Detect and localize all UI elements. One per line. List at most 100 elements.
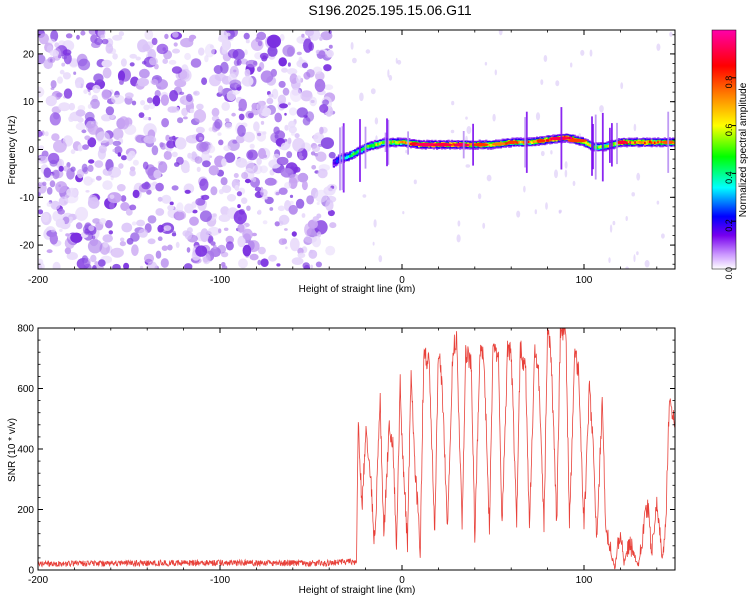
snr-y-tick-label: 0 [28,566,34,577]
heatmap-noise-speckle [112,149,115,152]
heatmap-noise-speckle [208,165,219,176]
heatmap-noise-speckle [202,160,211,168]
heatmap-noise-speckle [238,258,248,269]
heatmap-noise-speckle [82,144,89,150]
snr-x-tick-label: 0 [399,575,405,586]
heatmap-noise-speckle [243,131,255,143]
heatmap-noise-speckle [257,246,266,255]
heatmap-ridge-cell [650,141,653,145]
heatmap-noise-speckle [142,161,149,170]
heatmap-noise-speckle [210,241,216,246]
heatmap-ridge-cell [588,143,591,147]
heatmap-noise-speckle [163,225,172,232]
heatmap-noise-speckle [287,68,298,75]
heatmap-ridge-cell [403,140,406,144]
heatmap-faint-speckle [669,31,673,37]
heatmap-faint-speckle [365,49,371,54]
heatmap-ridge-cell [404,141,408,145]
heatmap-ridge-cell [634,141,637,144]
heatmap-ridge-cell [375,143,378,146]
heatmap-noise-speckle [161,245,168,251]
heatmap-noise-speckle [213,65,223,74]
heatmap-noise-speckle [151,37,158,46]
heatmap-noise-speckle [311,165,317,170]
heatmap-noise-speckle [184,189,191,194]
heatmap-noise-speckle [138,228,148,238]
heatmap-noise-speckle [262,107,272,116]
heatmap-faint-speckle [631,192,635,197]
heatmap-ridge-cell [391,140,394,144]
heatmap-noise-speckle [68,102,76,111]
heatmap-noise-speckle [83,176,93,186]
heatmap-faint-speckle [608,257,611,263]
heatmap-ridge-cell [400,140,403,144]
heatmap-noise-speckle [245,110,254,119]
heatmap-ridge-streak [524,117,527,168]
heatmap-ridge-cell [673,141,675,144]
heatmap-faint-speckle [564,169,568,178]
heatmap-faint-speckle [465,116,468,120]
heatmap-ridge-cell [657,140,660,144]
heatmap-noise-speckle [160,258,169,268]
heatmap-noise-speckle [291,132,295,136]
heatmap-noise-speckle [175,137,187,150]
heatmap-noise-speckle [88,194,98,205]
heatmap-noise-speckle [62,72,71,80]
heatmap-noise-speckle [125,208,133,216]
heatmap-ridge-peak [616,140,628,145]
heatmap-x-axis-label: Height of straight line (km) [299,284,416,295]
heatmap-noise-speckle [245,39,250,44]
heatmap-noise-speckle [196,166,201,172]
heatmap-noise-speckle [308,41,315,51]
heatmap-noise-speckle [264,196,268,200]
heatmap-noise-speckle [112,128,124,140]
heatmap-noise-speckle [109,194,115,200]
heatmap-noise-speckle [186,93,193,102]
heatmap-noise-speckle [55,218,65,228]
heatmap-noise-speckle [280,142,289,151]
heatmap-noise-speckle [65,233,70,237]
heatmap-noise-speckle [38,33,50,45]
heatmap-noise-speckle [50,87,55,90]
heatmap-noise-speckle [172,31,179,38]
heatmap-noise-speckle [80,30,86,36]
heatmap-noise-speckle [274,134,279,139]
heatmap-noise-speckle [161,118,170,128]
heatmap-noise-speckle [237,235,246,248]
heatmap-faint-speckle [484,61,488,66]
heatmap-noise-speckle [243,32,250,40]
heatmap-noise-speckle [153,169,162,179]
heatmap-noise-speckle [162,58,168,64]
heatmap-noise-speckle [217,132,222,136]
heatmap-ridge-streak [594,114,597,180]
heatmap-ridge-streak [384,132,387,152]
heatmap-noise-speckle [75,82,82,89]
heatmap-faint-speckle [450,129,455,134]
snr-x-tick-label: -200 [28,575,48,586]
heatmap-noise-speckle [220,206,230,216]
heatmap-noise-speckle [237,204,241,209]
heatmap-noise-speckle [195,245,208,257]
heatmap-noise-speckle [312,216,319,222]
heatmap-ridge-cell [532,140,535,143]
colorbar-tick-label: 0.2 [724,219,734,232]
heatmap-noise-speckle [251,232,257,237]
heatmap-ridge-layer [332,107,675,193]
heatmap-noise-speckle [221,185,232,193]
heatmap-noise-speckle [233,173,239,178]
heatmap-noise-speckle [90,98,100,109]
heatmap-ridge-cell [355,150,358,154]
heatmap-ridge-cell [653,141,657,145]
heatmap-faint-speckle [395,57,398,64]
heatmap-noise-speckle [186,227,193,234]
heatmap-noise-speckle [306,69,315,78]
heatmap-noise-speckle [267,46,278,57]
heatmap-faint-speckle [589,49,593,57]
heatmap-noise-speckle [68,216,73,221]
heatmap-ridge-streak [472,123,474,166]
heatmap-noise-speckle [325,245,336,256]
heatmap-ridge-cell [637,140,640,144]
heatmap-noise-speckle [195,126,205,134]
heatmap-noise-speckle [135,56,141,61]
heatmap-ridge-streak [339,127,341,191]
